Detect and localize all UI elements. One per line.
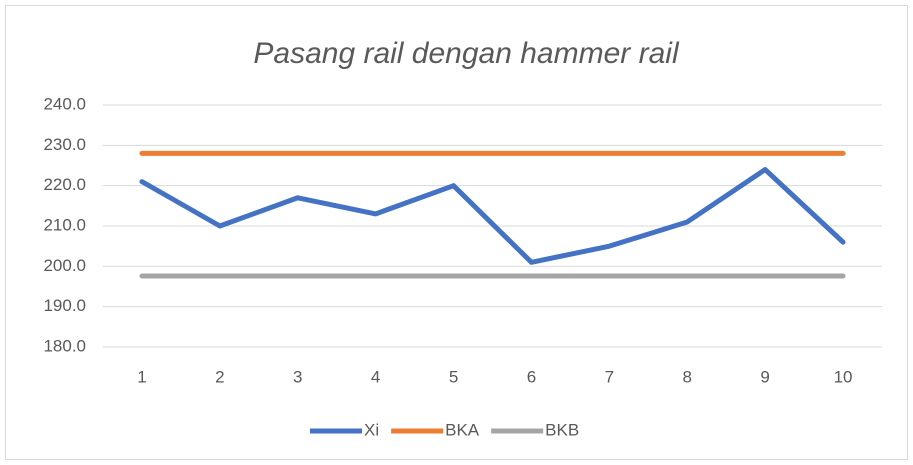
x-tick-label: 8 [683, 367, 692, 386]
y-tick-label: 220.0 [43, 175, 86, 194]
legend-label: BKB [545, 420, 579, 439]
x-tick-label: 10 [834, 367, 853, 386]
x-tick-label: 4 [371, 367, 380, 386]
chart-border [5, 5, 908, 460]
x-tick-label: 5 [449, 367, 458, 386]
x-tick-label: 3 [293, 367, 302, 386]
x-tick-label: 7 [605, 367, 614, 386]
x-tick-label: 2 [215, 367, 224, 386]
x-tick-label: 6 [527, 367, 536, 386]
legend-label: Xi [364, 420, 379, 439]
y-tick-label: 210.0 [43, 215, 86, 234]
x-tick-label: 9 [760, 367, 769, 386]
y-tick-label: 200.0 [43, 256, 86, 275]
y-tick-label: 230.0 [43, 135, 86, 154]
chart-title: Pasang rail dengan hammer rail [253, 37, 680, 70]
legend-label: BKA [445, 420, 480, 439]
series-line [139, 167, 846, 265]
y-tick-label: 180.0 [43, 336, 86, 355]
y-tick-label: 190.0 [43, 296, 86, 315]
x-tick-label: 1 [137, 367, 146, 386]
y-tick-label: 240.0 [43, 94, 86, 113]
